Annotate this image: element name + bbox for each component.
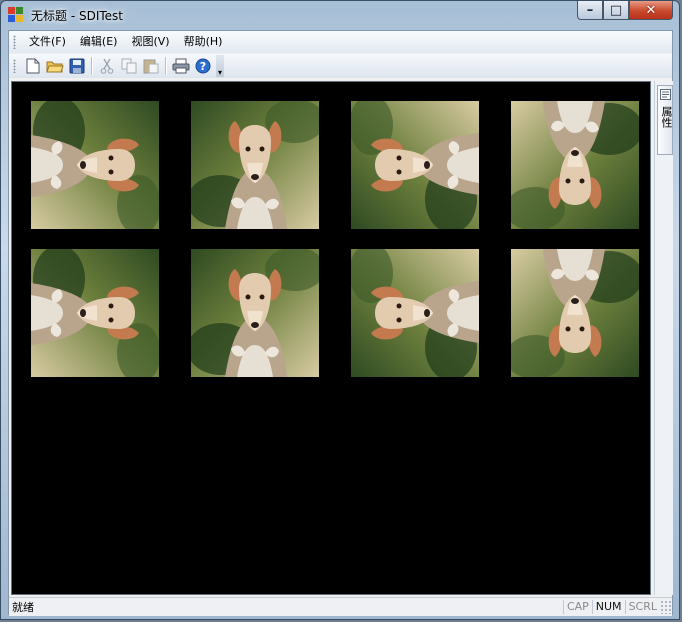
dog-image-tile	[351, 101, 479, 229]
paste-button[interactable]	[140, 55, 162, 77]
svg-text:?: ?	[200, 60, 206, 73]
toolbar-grip[interactable]	[13, 59, 16, 73]
cut-button[interactable]	[96, 55, 118, 77]
caption-buttons: – □ ✕	[577, 1, 673, 21]
menu-help[interactable]: 帮助(H)	[183, 35, 223, 48]
menu-edit[interactable]: 编辑(E)	[79, 35, 118, 48]
app-icon[interactable]	[8, 7, 24, 23]
properties-tab[interactable]: 属性	[657, 85, 673, 155]
menu-view[interactable]: 视图(V)	[131, 35, 170, 48]
maximize-icon: □	[609, 2, 623, 18]
image-view[interactable]	[11, 81, 651, 595]
copy-button[interactable]	[118, 55, 140, 77]
save-icon	[69, 58, 85, 74]
dog-image-tile	[31, 249, 159, 377]
toolbar-overflow-button[interactable]: ▾	[216, 55, 224, 77]
dog-image-tile	[511, 101, 639, 229]
toolbar-separator	[165, 57, 167, 75]
print-button[interactable]	[170, 55, 192, 77]
scroll-indicator: SCRL	[624, 600, 660, 614]
paste-icon	[143, 59, 159, 74]
dog-image-tile	[351, 249, 479, 377]
num-indicator: NUM	[591, 600, 625, 614]
new-file-icon	[26, 58, 40, 74]
close-button[interactable]: ✕	[629, 1, 673, 20]
toolbar-separator	[91, 57, 93, 75]
dog-image-tile	[511, 249, 639, 377]
menu-grip[interactable]	[13, 35, 16, 49]
properties-tab-label: 属性	[660, 106, 673, 128]
dog-image-tile	[191, 101, 319, 229]
open-button[interactable]	[44, 55, 66, 77]
help-icon: ?	[195, 58, 211, 74]
menu-file[interactable]: 文件(F)	[29, 35, 66, 48]
print-icon	[172, 58, 190, 74]
open-folder-icon	[46, 61, 64, 73]
window-title: 无标题 - SDITest	[31, 9, 123, 23]
menu-bar: 文件(F) 编辑(E) 视图(V) 帮助(H)	[9, 31, 672, 53]
minimize-button[interactable]: –	[577, 1, 603, 20]
status-bar: 就绪 CAP NUM SCRL	[9, 597, 672, 616]
maximize-button[interactable]: □	[603, 1, 629, 20]
chevron-down-icon: ▾	[217, 68, 222, 77]
cut-icon	[100, 58, 114, 74]
side-panel-strip: 属性	[654, 81, 673, 595]
minimize-icon: –	[586, 2, 594, 18]
copy-icon	[121, 58, 137, 74]
dog-image-tile	[31, 101, 159, 229]
status-text: 就绪	[12, 601, 34, 614]
properties-icon	[660, 89, 671, 100]
title-bar[interactable]: 无标题 - SDITest – □ ✕	[1, 1, 679, 29]
caps-indicator: CAP	[562, 600, 592, 614]
client-area: 文件(F) 编辑(E) 视图(V) 帮助(H)	[8, 30, 673, 616]
dog-image-tile	[191, 249, 319, 377]
resize-grip[interactable]	[660, 600, 672, 614]
help-button[interactable]: ?	[192, 55, 214, 77]
save-button[interactable]	[66, 55, 88, 77]
toolbar: ? ▾	[9, 54, 672, 78]
close-icon: ✕	[645, 2, 657, 18]
new-button[interactable]	[22, 55, 44, 77]
